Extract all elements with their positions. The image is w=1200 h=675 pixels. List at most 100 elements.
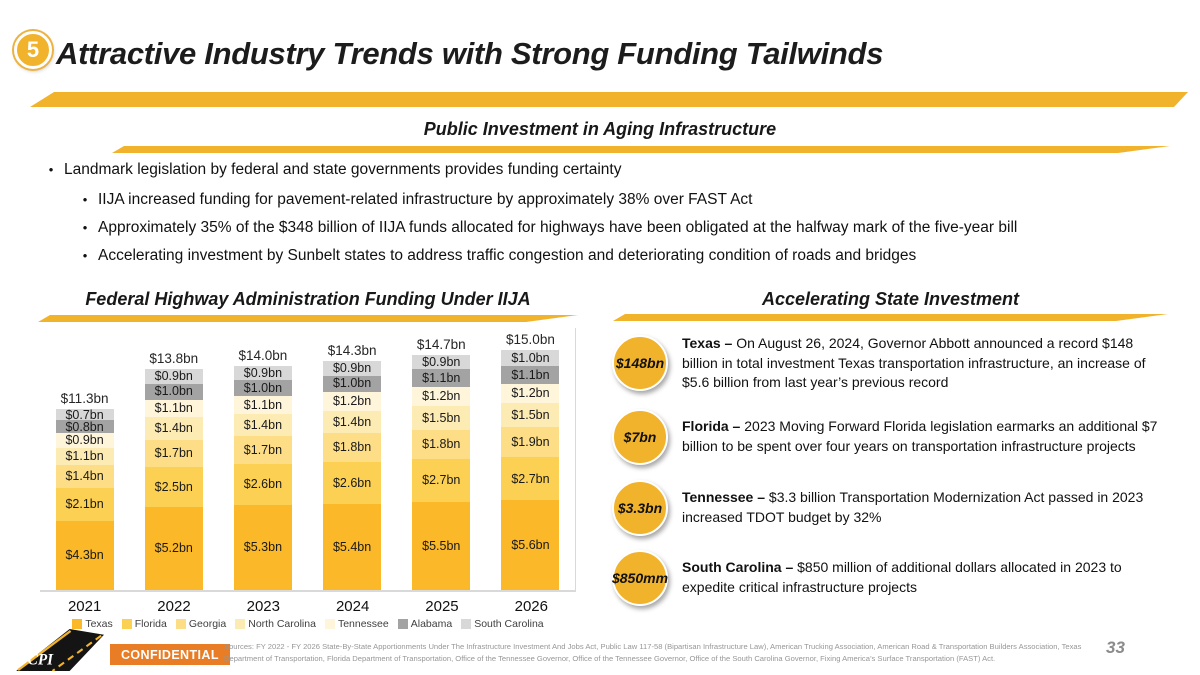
legend-swatch-icon: [175, 619, 186, 629]
bar-segment-georgia: $1.7bn: [144, 439, 203, 467]
x-axis-label-2023: 2023: [246, 598, 280, 615]
bar-total-label: $14.0bn: [238, 348, 288, 364]
bar-total-label: $15.0bn: [506, 332, 555, 348]
state-investment-divider-bar: [613, 314, 1168, 321]
legend-label: South Carolina: [474, 618, 544, 630]
chart-title-divider-bar: [38, 315, 578, 322]
legend-label: Alabama: [410, 618, 453, 630]
legend-item-alabama: Alabama: [397, 618, 453, 630]
bar-stack: $0.7bn $0.8bn $0.9bn $1.1bn $1.4bn $2.1bn $4.3…: [55, 408, 114, 590]
state-row-florida: $7bn Florida – 2023 Moving Forward Flori…: [612, 409, 1172, 465]
slide-number-badge-label: 5: [26, 37, 40, 62]
bar-segment-south-carolina: $0.9bn: [233, 366, 292, 381]
header-divider-bar: [30, 92, 1188, 107]
slide-number-badge: 5: [14, 31, 52, 69]
cpi-logo-text: CPI: [28, 651, 55, 668]
bar-total-label: $14.3bn: [327, 343, 377, 359]
state-row-tennessee: $3.3bn Tennessee – $3.3 billion Transpor…: [612, 480, 1172, 536]
state-text: Texas – On August 26, 2024, Governor Abb…: [682, 334, 1172, 393]
legend-swatch-icon: [461, 619, 472, 629]
state-description: On August 26, 2024, Governor Abbott anno…: [682, 335, 1146, 391]
bar-column-2026: $15.0bn $1.0bn $1.1bn $1.2bn $1.5bn $1.9bn $2.…: [486, 332, 575, 590]
legend-swatch-icon: [235, 619, 246, 629]
bullet-sub-1: • IIJA increased funding for pavement-re…: [72, 191, 1172, 209]
bar-segment-tennessee: $1.2bn: [501, 383, 560, 403]
bar-segment-alabama: $1.1bn: [501, 366, 560, 384]
bullet-dot: •: [48, 162, 54, 177]
amount-badge: $850mm: [612, 550, 668, 606]
state-text: Tennessee – $3.3 billion Transportation …: [682, 488, 1172, 527]
legend-label: Tennessee: [337, 618, 389, 630]
amount-badge: $3.3bn: [612, 480, 668, 536]
bar-segment-north-carolina: $1.1bn: [55, 447, 114, 466]
bar-segment-north-carolina: $1.4bn: [144, 417, 203, 440]
section-title: Public Investment in Aging Infrastructur…: [423, 119, 777, 139]
bar-segment-florida: $2.7bn: [412, 458, 471, 502]
bar-segment-georgia: $1.9bn: [501, 426, 560, 458]
bar-segment-georgia: $1.4bn: [55, 465, 114, 488]
state-row-texas: $148bn Texas – On August 26, 2024, Gover…: [612, 334, 1172, 393]
bar-segment-florida: $2.5bn: [144, 466, 203, 507]
bar-segment-tennessee: $1.2bn: [323, 391, 382, 411]
bar-segment-texas: $5.5bn: [412, 502, 471, 590]
state-name-label: South Carolina –: [682, 559, 794, 576]
bar-segment-south-carolina: $0.9bn: [144, 369, 203, 384]
bullet-sub-text: Accelerating investment by Sunbelt state…: [98, 247, 917, 264]
bar-column-2022: $13.8bn $0.9bn $1.0bn $1.1bn $1.4bn $1.7bn $2.…: [129, 351, 218, 590]
x-axis-label-2025: 2025: [425, 598, 459, 615]
cpi-road-logo-graphic: CPI: [16, 629, 105, 672]
chart-legend: Texas Florida Georgia North Carolina Tenness…: [40, 618, 576, 630]
amount-badge-label: $850mm: [611, 570, 669, 586]
legend-item-florida: Florida: [121, 618, 167, 630]
legend-label: Georgia: [188, 618, 227, 630]
bullet-dot: •: [82, 248, 88, 263]
amount-badge-label: $148bn: [615, 355, 665, 372]
amount-badge-label: $7bn: [623, 429, 657, 445]
bar-segment-alabama: $0.8bn: [55, 420, 114, 434]
bar-segment-florida: $2.1bn: [55, 487, 114, 522]
state-description: $850 million of additional dollars alloc…: [682, 559, 1122, 595]
bar-segment-tennessee: $0.9bn: [55, 433, 114, 448]
bullet-sub-2: • Approximately 35% of the $348 billion …: [72, 219, 1172, 237]
bars-row: $11.3bn $0.7bn $0.8bn $0.9bn $1.1bn $1.4bn $2.…: [40, 328, 576, 592]
state-description: $3.3 billion Transportation Modernizatio…: [682, 489, 1144, 525]
bullet-sub-text: Approximately 35% of the $348 billion of…: [98, 219, 1018, 236]
x-axis-label-2021: 2021: [67, 598, 102, 615]
bullet-sub-3: • Accelerating investment by Sunbelt sta…: [72, 247, 1172, 265]
state-text: South Carolina – $850 million of additio…: [682, 558, 1172, 597]
legend-label: Florida: [134, 618, 167, 630]
x-axis-label-2024: 2024: [335, 598, 370, 615]
bar-segment-north-carolina: $1.4bn: [233, 414, 292, 437]
cpi-logo: CPI: [14, 629, 110, 672]
bar-segment-alabama: $1.0bn: [233, 380, 292, 397]
legend-item-north-carolina: North Carolina: [235, 618, 316, 630]
bar-total-label: $13.8bn: [149, 351, 199, 367]
amount-badge: $7bn: [612, 409, 668, 465]
bar-column-2023: $14.0bn $0.9bn $1.0bn $1.1bn $1.4bn $1.7bn $2.…: [218, 348, 307, 590]
bar-segment-texas: $5.4bn: [323, 503, 382, 590]
bar-segment-south-carolina: $0.9bn: [412, 354, 471, 370]
bar-segment-texas: $4.3bn: [55, 521, 114, 590]
bar-column-2025: $14.7bn $0.9bn $1.1bn $1.2bn $1.5bn $1.8bn $2.…: [397, 337, 486, 590]
bullet-main: • Landmark legislation by federal and st…: [38, 161, 1158, 179]
legend-label: North Carolina: [248, 618, 316, 630]
bar-segment-tennessee: $1.2bn: [412, 386, 471, 407]
bar-segment-florida: $2.6bn: [323, 462, 382, 504]
legend-swatch-icon: [324, 619, 335, 629]
bar-segment-south-carolina: $1.0bn: [501, 350, 560, 367]
bar-segment-georgia: $1.8bn: [323, 433, 382, 463]
confidential-badge: CONFIDENTIAL: [110, 644, 230, 665]
state-name-label: Tennessee –: [682, 489, 766, 506]
bar-segment-florida: $2.6bn: [233, 463, 292, 506]
bar-segment-north-carolina: $1.5bn: [412, 406, 471, 431]
bar-segment-texas: $5.2bn: [144, 506, 203, 590]
bar-stack: $0.9bn $1.0bn $1.2bn $1.4bn $1.8bn $2.6bn $5.4…: [323, 361, 382, 590]
legend-swatch-icon: [121, 619, 132, 629]
legend-label: Texas: [85, 618, 113, 630]
page-number: 33: [1106, 638, 1125, 657]
chart-x-axis-labels: 2021 2022 2023 2024 2025 2026: [40, 598, 576, 615]
bar-segment-georgia: $1.8bn: [412, 430, 471, 459]
bar-stack: $1.0bn $1.1bn $1.2bn $1.5bn $1.9bn $2.7bn $5.6…: [501, 350, 560, 590]
legend-item-tennessee: Tennessee: [324, 618, 389, 630]
